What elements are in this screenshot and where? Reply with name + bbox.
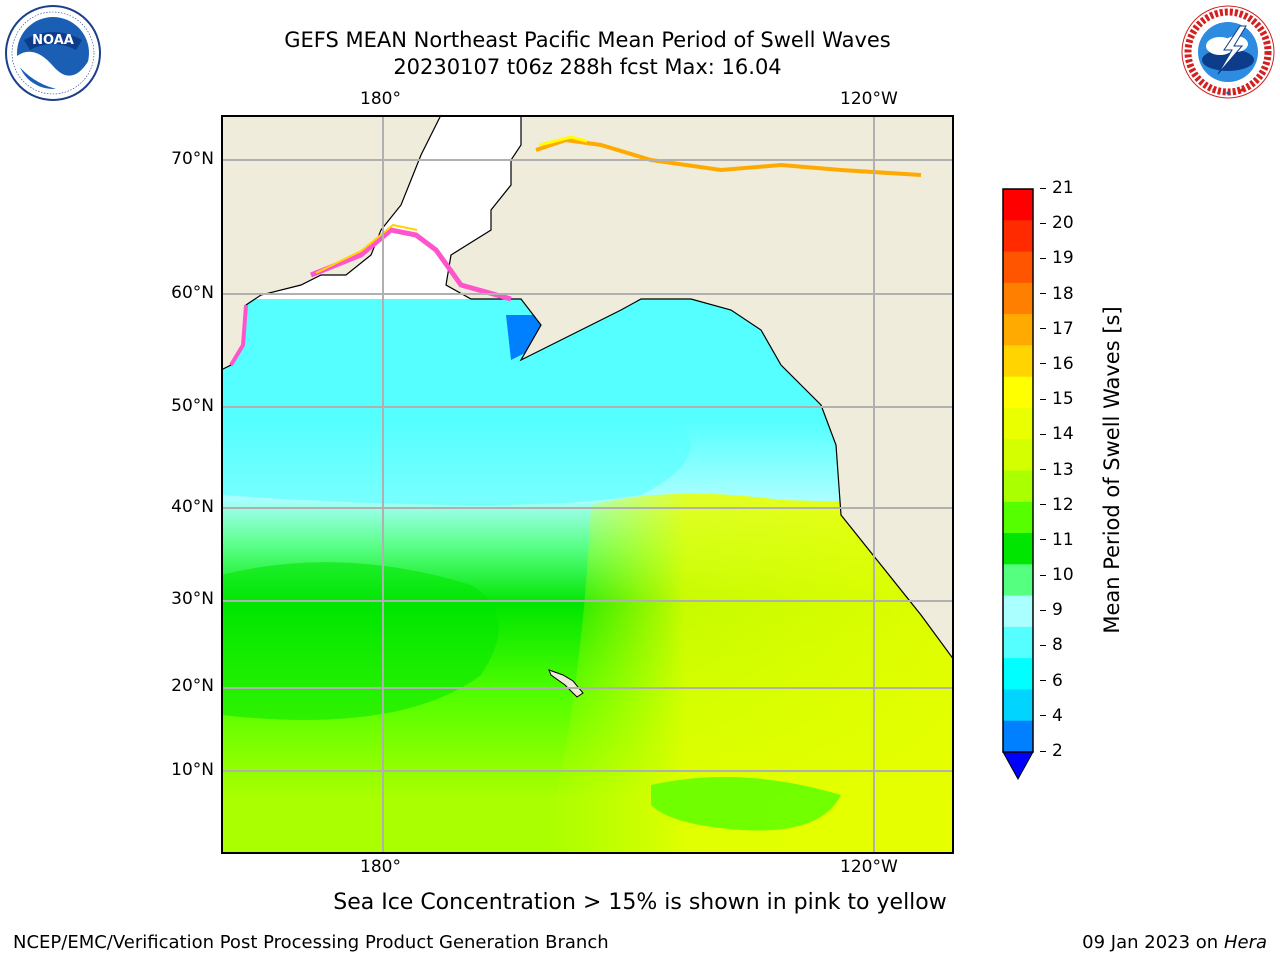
footer-right: 09 Jan 2023 on Hera (1082, 932, 1267, 953)
colorbar-tick: 14 (1040, 424, 1074, 444)
chart-title-line1: GEFS MEAN Northeast Pacific Mean Period … (284, 28, 891, 52)
colorbar-tick: 17 (1040, 319, 1074, 339)
colorbar-tick-label: 12 (1052, 494, 1074, 515)
colorbar-tick-label: 10 (1052, 565, 1074, 586)
colorbar-tick-label: 16 (1052, 353, 1074, 374)
colorbar-tick: 15 (1040, 389, 1074, 409)
lat-label-10n: 10°N (171, 760, 214, 780)
colorbar-cell (1003, 376, 1033, 409)
lon-label-bottom-120w: 120°W (840, 857, 898, 877)
colorbar (1002, 188, 1034, 781)
colorbar-cell (1003, 689, 1033, 722)
colorbar-tick-label: 14 (1052, 424, 1074, 445)
colorbar-cell (1003, 251, 1033, 284)
colorbar-tick-label: 18 (1052, 283, 1074, 304)
swell-period-map (221, 115, 954, 854)
sea-ice-note: Sea Ice Concentration > 15% is shown in … (333, 890, 947, 915)
colorbar-tick-label: 13 (1052, 459, 1074, 480)
footer-date: 09 Jan 2023 on (1082, 932, 1224, 953)
chart-title-line2: 20230107 t06z 288h fcst Max: 16.04 (393, 55, 782, 79)
colorbar-tick-label: 11 (1052, 529, 1074, 550)
colorbar-tick: 6 (1040, 671, 1063, 691)
colorbar-tick: 13 (1040, 460, 1074, 480)
footer-machine: Hera (1223, 932, 1267, 953)
land-north-america (445, 115, 954, 662)
colorbar-cell (1003, 720, 1033, 753)
lat-label-30n: 30°N (171, 589, 214, 609)
footer-left: NCEP/EMC/Verification Post Processing Pr… (13, 932, 609, 953)
colorbar-cell (1003, 314, 1033, 346)
colorbar-tick: 16 (1040, 354, 1074, 374)
colorbar-cell (1003, 564, 1033, 597)
colorbar-cell (1003, 533, 1033, 565)
lon-label-top-120w: 120°W (840, 89, 898, 109)
sea-ice-edge-bering-west (229, 304, 248, 367)
colorbar-cell (1003, 595, 1033, 628)
colorbar-tick-label: 20 (1052, 213, 1074, 234)
colorbar-cell (1003, 220, 1033, 253)
colorbar-tick: 21 (1040, 178, 1074, 198)
sea-ice-edge-bering (310, 227, 512, 302)
sea-ice-edge-arctic (535, 137, 922, 177)
colorbar-tick-label: 4 (1052, 705, 1063, 726)
colorbar-tick: 10 (1040, 565, 1074, 585)
colorbar-tick-label: 17 (1052, 318, 1074, 339)
colorbar-ticks: 21 20 19 18 17 16 15 14 13 12 11 10 9 8 6 4 2 (1040, 178, 1100, 785)
colorbar-tick-label: 21 (1052, 178, 1074, 198)
colorbar-tick: 12 (1040, 495, 1074, 515)
lon-label-top-180: 180° (360, 89, 401, 109)
colorbar-cell (1003, 189, 1033, 221)
colorbar-cell (1003, 501, 1033, 534)
colorbar-tick: 4 (1040, 706, 1063, 726)
nws-logo (1181, 5, 1275, 99)
colorbar-cell (1003, 658, 1033, 690)
colorbar-tick: 20 (1040, 213, 1074, 233)
colorbar-cell (1003, 470, 1033, 503)
colorbar-tick-label: 6 (1052, 670, 1063, 691)
colorbar-tick: 18 (1040, 284, 1074, 304)
lat-label-50n: 50°N (171, 396, 214, 416)
lat-label-20n: 20°N (171, 676, 214, 696)
colorbar-tick: 8 (1040, 635, 1063, 655)
colorbar-tick-label: 15 (1052, 389, 1074, 410)
lat-label-40n: 40°N (171, 497, 214, 517)
colorbar-cell (1003, 626, 1033, 659)
colorbar-tick-label: 19 (1052, 248, 1074, 269)
colorbar-cell (1003, 439, 1033, 471)
colorbar-tick: 9 (1040, 600, 1063, 620)
noaa-logo-text: NOAA (32, 33, 74, 48)
graticule (221, 115, 954, 854)
colorbar-cell (1003, 282, 1033, 315)
colorbar-tick: 2 (1040, 741, 1063, 761)
lat-label-60n: 60°N (171, 283, 214, 303)
colorbar-tick: 11 (1040, 530, 1074, 550)
land-hawaii (548, 669, 584, 698)
colorbar-cell (1003, 345, 1033, 378)
noaa-logo: NOAA (5, 5, 101, 101)
long-period-swell-region (541, 493, 954, 854)
lon-label-bottom-180: 180° (360, 857, 401, 877)
colorbar-tick-label: 8 (1052, 635, 1063, 656)
colorbar-tick: 19 (1040, 248, 1074, 268)
colorbar-cell (1003, 407, 1033, 440)
colorbar-tick-label: 2 (1052, 741, 1063, 761)
colorbar-label: Mean Period of Swell Waves [s] (1100, 306, 1124, 634)
colorbar-tick-label: 9 (1052, 600, 1063, 621)
lat-label-70n: 70°N (171, 149, 214, 169)
